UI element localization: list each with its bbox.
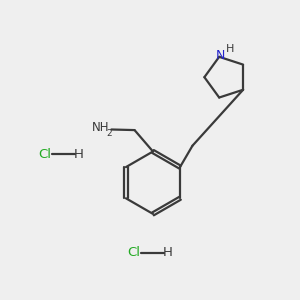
Text: Cl: Cl — [38, 148, 51, 161]
Text: Cl: Cl — [127, 246, 140, 259]
Text: H: H — [74, 148, 84, 161]
Text: 2: 2 — [106, 130, 112, 139]
Text: H: H — [163, 246, 173, 259]
Text: NH: NH — [92, 121, 109, 134]
Text: H: H — [225, 44, 234, 53]
Text: N: N — [216, 49, 225, 62]
